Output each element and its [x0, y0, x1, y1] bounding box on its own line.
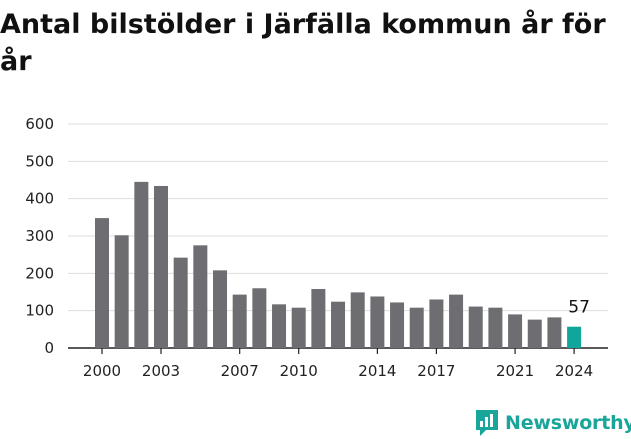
x-tick-label: 2010	[280, 362, 318, 380]
x-axis-ticks: 2000 2003 2007 2010 2014 2017 2021 2024	[83, 348, 593, 380]
y-tick-label: 0	[44, 339, 54, 357]
bar-2011	[311, 289, 326, 348]
bar-2018	[449, 294, 464, 348]
bar-2004	[173, 257, 188, 348]
x-tick-label: 2003	[142, 362, 180, 380]
bar-2015	[390, 302, 405, 348]
x-tick-label: 2021	[496, 362, 534, 380]
y-tick-label: 600	[25, 115, 54, 133]
bar-2006	[213, 270, 228, 348]
bar-2008	[252, 288, 267, 348]
x-tick-label: 2007	[221, 362, 259, 380]
bar-2002	[134, 181, 149, 348]
bar-2012	[331, 301, 346, 348]
x-tick-label: 2024	[555, 362, 593, 380]
bar-2016	[409, 307, 424, 348]
bar-2020	[488, 307, 503, 348]
logo-text: Newsworthy	[505, 412, 631, 434]
bar-chart-speech-bubble-icon	[476, 410, 498, 436]
y-tick-label: 400	[25, 190, 54, 208]
bar-2017	[429, 299, 444, 348]
data-labels: 57	[568, 298, 590, 318]
bar-2010	[291, 307, 306, 348]
bar-2023	[547, 317, 562, 348]
chart-title: Antal bilstölder i Järfälla kommun år fö…	[0, 9, 606, 77]
x-tick-label: 2000	[83, 362, 121, 380]
bar-2013	[350, 292, 365, 348]
bar-2014	[370, 296, 385, 348]
data-label-2024: 57	[568, 298, 590, 318]
y-tick-label: 200	[25, 264, 54, 282]
bar-2019	[468, 306, 483, 348]
x-tick-label: 2014	[358, 362, 396, 380]
bars	[95, 181, 582, 348]
bar-2024	[567, 326, 582, 348]
bar-2007	[232, 294, 247, 348]
y-tick-label: 300	[25, 227, 54, 245]
bar-2009	[272, 304, 287, 348]
bar-2021	[508, 314, 523, 348]
bar-2005	[193, 245, 208, 348]
y-tick-label: 100	[25, 302, 54, 320]
y-tick-label: 500	[25, 152, 54, 170]
newsworthy-logo: Newsworthy	[474, 408, 631, 438]
bar-2000	[95, 218, 109, 348]
bar-2022	[527, 319, 542, 348]
bar-2001	[114, 235, 129, 348]
x-tick-label: 2017	[417, 362, 455, 380]
y-axis-ticks: 0 100 200 300 400 500 600	[25, 115, 54, 357]
bar-2003	[154, 185, 169, 348]
